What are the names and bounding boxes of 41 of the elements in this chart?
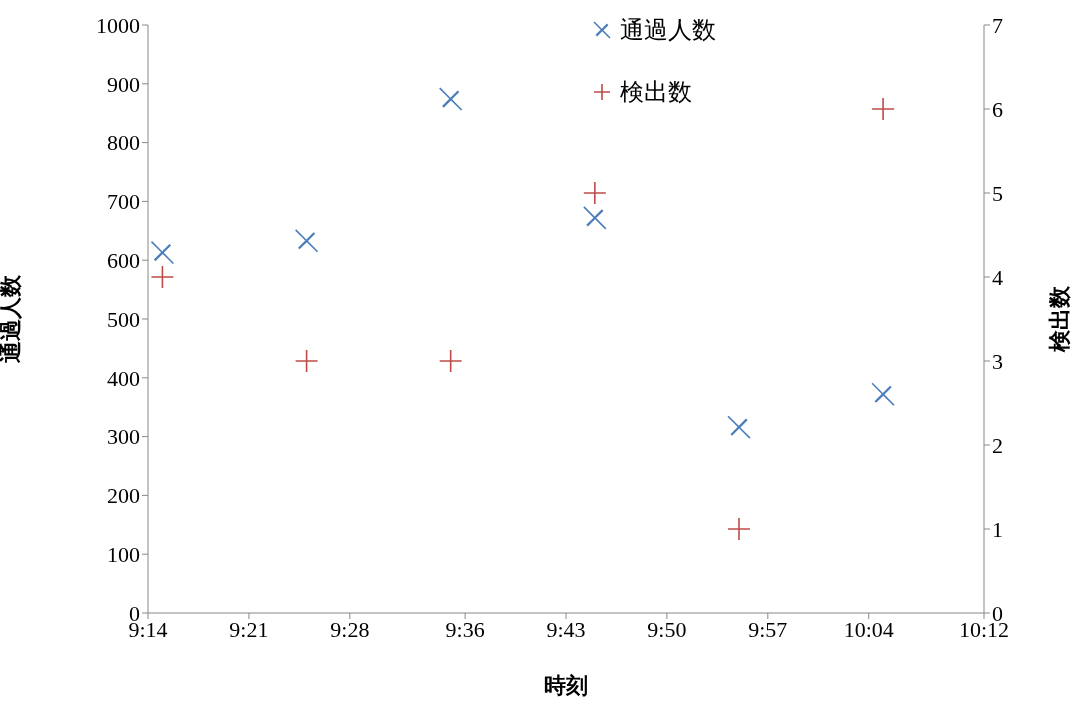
y-tick-label: 400 [107,365,140,391]
y2-tick-label: 2 [992,432,1003,458]
y-tick-label: 600 [107,248,140,274]
legend-label: 検出数 [620,78,692,107]
x-tick-label: 9:57 [748,616,788,642]
point [728,518,750,540]
x-tick-label: 9:36 [445,616,485,642]
y2-tick-label: 7 [992,12,1003,38]
y2-tick-label: 3 [992,348,1003,374]
y-tick-label: 700 [107,189,140,215]
point [872,98,895,120]
point [295,229,319,253]
y2-tick-label: 6 [992,96,1003,122]
y2-tick-label: 5 [992,180,1003,206]
point [439,350,462,372]
y-tick-label: 200 [107,483,140,509]
point [439,87,463,111]
y-tick-label: 1000 [96,12,140,38]
x-tick-label: 9:50 [647,616,687,642]
legend-label: 通過人数 [620,16,716,45]
y-tick-label: 300 [107,424,140,450]
y-tick-label: 100 [107,542,140,568]
x-tick-label: 9:21 [229,616,269,642]
y2-axis-title: 検出数 [1046,285,1072,353]
point [871,382,895,406]
x-tick-label: 10:04 [843,616,894,642]
y-tick-label: 500 [107,306,140,332]
x-axis-title: 時刻 [544,673,588,698]
x-tick-label: 9:28 [330,616,370,642]
y-tick-label: 900 [107,71,140,97]
point [583,206,607,230]
y2-tick-label: 1 [992,516,1003,542]
y-tick-label: 800 [107,130,140,156]
point [583,182,606,204]
y-axis-title: 通過人数 [0,274,23,364]
point [727,415,751,439]
x-tick-label: 9:43 [546,616,586,642]
point [295,350,318,372]
point [151,266,174,288]
y2-tick-label: 4 [992,264,1003,290]
point [150,241,174,265]
